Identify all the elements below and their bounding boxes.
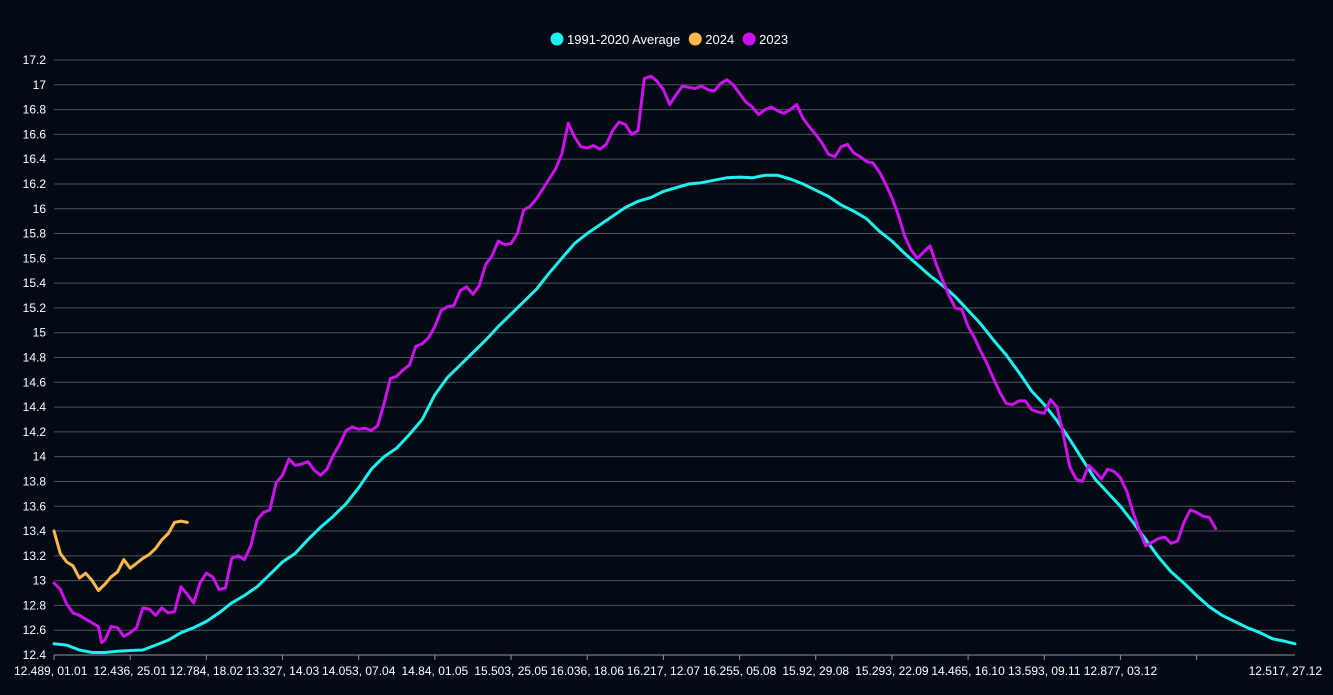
y-tick-label: 17 — [33, 78, 47, 92]
x-tick-label: 14.84, 01.05 — [402, 664, 469, 678]
y-tick-label: 16.6 — [23, 127, 47, 141]
y-tick-label: 13 — [33, 574, 47, 588]
y-tick-label: 14 — [33, 450, 47, 464]
y-tick-label: 16.2 — [23, 177, 47, 191]
y-tick-label: 14.8 — [23, 351, 47, 365]
x-tick-label: 16.217, 12.07 — [627, 664, 701, 678]
y-tick-label: 12.8 — [23, 598, 47, 612]
y-tick-label: 15.6 — [23, 251, 47, 265]
y-tick-label: 12.6 — [23, 623, 47, 637]
x-tick-label: 12.436, 25.01 — [93, 664, 167, 678]
y-tick-label: 14.6 — [23, 375, 47, 389]
y-tick-label: 13.6 — [23, 499, 47, 513]
y-tick-label: 15 — [33, 326, 47, 340]
x-axis: 12.489, 01.01 12.436, 25.01 12.784, 18.02 1… — [14, 655, 1322, 678]
y-axis: 12.4 12.6 12.8 13 13.2 13.4 13.6 13.8 14 14.2 14.4… — [23, 53, 47, 662]
x-tick-label: 15.293, 22.09 — [855, 664, 929, 678]
y-tick-label: 13.8 — [23, 474, 47, 488]
y-tick-label: 13.4 — [23, 524, 47, 538]
series-line-2023 — [52, 74, 1218, 645]
y-tick-label: 16.4 — [23, 152, 47, 166]
x-tick-label: 12.784, 18.02 — [170, 664, 244, 678]
y-tick-label: 14.2 — [23, 425, 47, 439]
y-tick-label: 15.8 — [23, 227, 47, 241]
series-lines — [52, 74, 1297, 654]
x-tick-label: 16.036, 18.06 — [551, 664, 625, 678]
series-line-2024 — [52, 519, 189, 592]
x-tick-label: 13.593, 09.11 — [1008, 664, 1081, 678]
legend-item[interactable]: 2023 — [742, 32, 788, 47]
x-tick-label: 12.489, 01.01 — [14, 664, 88, 678]
x-tick-label: 13.327, 14.03 — [246, 664, 320, 678]
legend-item[interactable]: 1991-2020 Average — [550, 32, 681, 47]
legend-marker — [550, 32, 564, 46]
legend-marker — [688, 32, 702, 46]
legend-label: 1991-2020 Average — [567, 32, 680, 47]
y-tick-label: 14.4 — [23, 400, 47, 414]
gridlines — [54, 59, 1295, 656]
x-tick-label: 12.877, 03.12 — [1084, 664, 1158, 678]
x-tick-label: 16.255, 05.08 — [703, 664, 777, 678]
x-tick-label: 15.503, 25.05 — [474, 664, 548, 678]
y-tick-label: 12.4 — [23, 648, 47, 662]
x-tick-label: 12.517, 27.12 — [1249, 664, 1323, 678]
y-tick-label: 15.4 — [23, 276, 47, 290]
legend-label: 2023 — [759, 32, 788, 47]
y-tick-label: 17.2 — [23, 53, 47, 67]
x-tick-label: 14.465, 16.10 — [931, 664, 1005, 678]
legend[interactable]: 1991-2020 Average 2024 2023 — [550, 32, 789, 47]
legend-label: 2024 — [705, 32, 734, 47]
y-tick-label: 15.2 — [23, 301, 47, 315]
x-tick-label: 15.92, 29.08 — [782, 664, 849, 678]
legend-marker — [742, 32, 756, 46]
y-tick-label: 13.2 — [23, 549, 47, 563]
series-line-1991-2020-average — [52, 173, 1297, 654]
y-tick-label: 16.8 — [23, 103, 47, 117]
x-tick-label: 14.053, 07.04 — [322, 664, 396, 678]
y-tick-label: 16 — [33, 202, 47, 216]
legend-item[interactable]: 2024 — [688, 32, 734, 47]
